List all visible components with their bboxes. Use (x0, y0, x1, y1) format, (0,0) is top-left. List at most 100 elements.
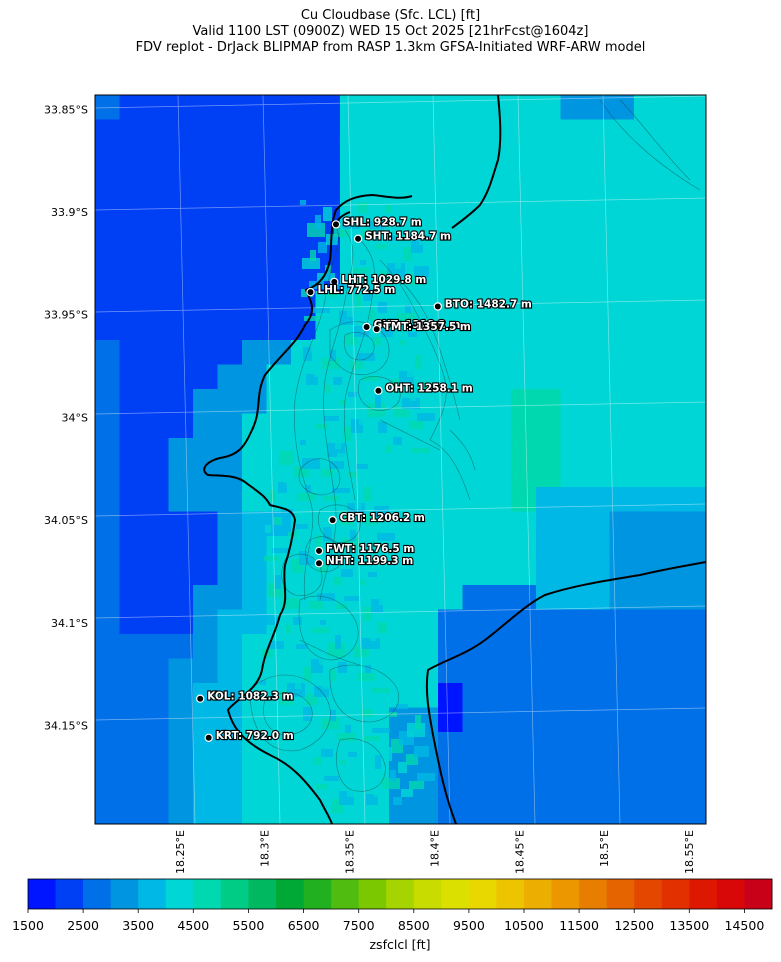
field-detail (378, 422, 387, 433)
field-cell (609, 217, 635, 243)
field-cell (413, 560, 439, 586)
field-cell (536, 193, 561, 218)
field-detail (372, 728, 390, 733)
field-cell (242, 781, 267, 806)
field-detail (300, 440, 306, 445)
colorbar-swatch (248, 879, 277, 909)
lon-tick-label: 18.25°E (174, 830, 187, 874)
field-detail (350, 450, 356, 461)
field-cell (560, 732, 586, 757)
field-cell (511, 756, 537, 782)
field-cell (560, 536, 586, 561)
field-detail (379, 591, 394, 605)
field-cell (438, 193, 463, 218)
field-cell (585, 242, 610, 267)
field-cell (658, 462, 684, 488)
field-cell (193, 560, 218, 586)
field-detail (414, 266, 429, 277)
field-cell (536, 732, 561, 757)
field-cell (585, 609, 610, 635)
field-detail (394, 406, 409, 417)
colorbar-swatch (276, 879, 304, 909)
field-cell (340, 609, 365, 635)
field-detail (376, 564, 388, 569)
field-cell (438, 487, 463, 512)
field-cell (560, 168, 586, 194)
field-cell (560, 560, 586, 586)
field-cell (119, 585, 145, 610)
field-cell (511, 389, 537, 414)
field-cell (560, 242, 586, 267)
field-detail (345, 725, 351, 733)
field-cell (511, 609, 537, 635)
field-detail (338, 662, 347, 673)
station-marker (331, 220, 341, 229)
field-cell (658, 658, 684, 684)
field-detail (318, 242, 327, 253)
field-cell (462, 732, 488, 757)
field-detail (383, 387, 392, 401)
field-cell (119, 707, 145, 733)
field-detail (330, 710, 336, 721)
field-cell (193, 144, 218, 169)
field-cell (340, 119, 365, 145)
field-cell (634, 634, 659, 659)
field-cell (95, 340, 120, 365)
field-cell (609, 144, 635, 169)
field-cell (634, 242, 659, 267)
field-cell (511, 315, 537, 341)
station-kol: KOL: 1082.3 m (195, 690, 295, 704)
field-detail (349, 681, 364, 689)
field-cell (658, 217, 684, 243)
field-cell (119, 609, 145, 635)
field-detail (374, 786, 389, 797)
field-detail (353, 717, 362, 725)
field-cell (462, 462, 488, 488)
field-cell (193, 168, 218, 194)
field-cell (609, 364, 635, 390)
field-cell (462, 781, 488, 806)
field-cell (634, 95, 659, 120)
field-cell (242, 242, 267, 267)
field-cell (364, 144, 390, 169)
field-cell (242, 119, 267, 145)
field-cell (560, 781, 586, 806)
field-cell (511, 95, 537, 120)
field-cell (413, 634, 439, 659)
field-cell (438, 266, 463, 292)
field-cell (634, 340, 659, 365)
field-cell (487, 438, 512, 463)
field-cell (609, 756, 635, 782)
field-cell (487, 781, 512, 806)
field-cell (658, 340, 684, 365)
field-detail (401, 429, 413, 437)
field-cell (609, 242, 635, 267)
field-cell (193, 781, 218, 806)
field-cell (144, 389, 169, 414)
field-cell (536, 609, 561, 635)
colorbar-swatch (83, 879, 112, 909)
field-cell (144, 217, 169, 243)
field-cell (511, 781, 537, 806)
field-cell (95, 756, 120, 782)
colorbar-swatch (28, 879, 56, 909)
field-cell (560, 438, 586, 463)
field-cell (511, 560, 537, 586)
field-cell (609, 315, 635, 341)
lon-tick-label: 18.35°E (344, 830, 357, 874)
field-cell (609, 683, 635, 708)
field-detail (355, 295, 361, 309)
field-cell (634, 144, 659, 169)
field-detail (342, 538, 360, 549)
field-detail (335, 635, 341, 649)
field-cell (536, 536, 561, 561)
field-cell (95, 242, 120, 267)
field-cell (511, 585, 537, 610)
field-detail (332, 768, 350, 773)
field-detail (283, 567, 292, 581)
field-cell (609, 658, 635, 684)
field-cell (242, 511, 267, 537)
field-detail (395, 255, 401, 269)
field-cell (95, 707, 120, 733)
colorbar-swatch (441, 879, 470, 909)
